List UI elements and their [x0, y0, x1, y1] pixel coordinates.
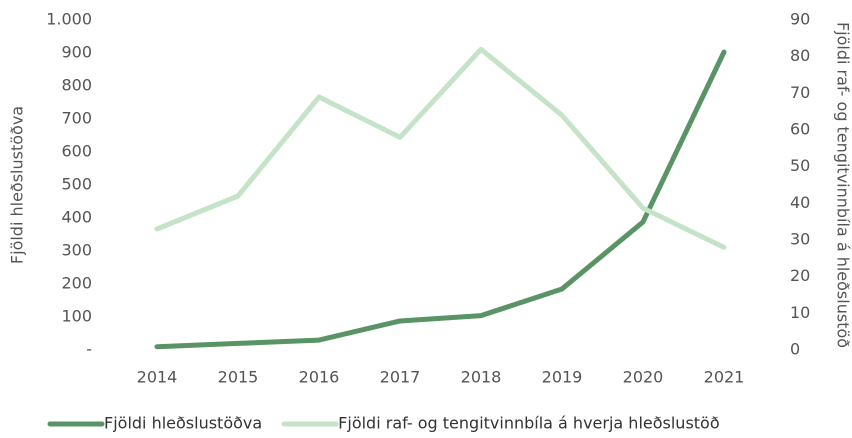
- x-tick-label: 2015: [218, 368, 259, 387]
- y-tick-label: 500: [61, 175, 92, 194]
- legend-label: Fjöldi hleðslustöðva: [104, 414, 262, 433]
- y-axis-label: Fjöldi hleðslustöðva: [8, 106, 27, 264]
- y2-tick-label: 20: [790, 266, 810, 285]
- y-tick-label: 400: [61, 208, 92, 227]
- x-tick-label: 2019: [542, 368, 583, 387]
- series-line: [154, 49, 727, 350]
- y2-tick-label: 70: [790, 83, 810, 102]
- y2-tick-label: 90: [790, 10, 810, 29]
- y2-tick-label: 30: [790, 230, 810, 249]
- y-tick-label: 800: [61, 76, 92, 95]
- y-tick-label: 300: [61, 241, 92, 260]
- x-tick-label: 2014: [137, 368, 178, 387]
- y-tick-label: 700: [61, 109, 92, 128]
- legend-label: Fjöldi raf- og tengitvinnbíla á hverja h…: [338, 414, 719, 433]
- y2-tick-label: 50: [790, 156, 810, 175]
- y-tick-label: -: [86, 340, 92, 359]
- y-tick-label: 900: [61, 43, 92, 62]
- y-tick-label: 600: [61, 142, 92, 161]
- x-tick-label: 2018: [461, 368, 502, 387]
- x-tick-label: 2020: [623, 368, 664, 387]
- x-tick-label: 2017: [380, 368, 421, 387]
- y-tick-label: 1.000: [46, 10, 92, 29]
- y-tick-label: 100: [61, 307, 92, 326]
- y2-tick-label: 0: [790, 340, 800, 359]
- y2-axis-label: Fjöldi raf- og tengitvinnbíla á hleðslus…: [834, 22, 852, 348]
- y2-tick-label: 10: [790, 303, 810, 322]
- legend: Fjöldi hleðslustöðva Fjöldi raf- og tengi…: [47, 414, 720, 433]
- series-line: [154, 46, 727, 250]
- y2-tick-label: 60: [790, 120, 810, 139]
- y2-tick-label: 40: [790, 193, 810, 212]
- y2-tick-label: 80: [790, 46, 810, 65]
- x-tick-label: 2016: [299, 368, 340, 387]
- y-tick-label: 200: [61, 274, 92, 293]
- x-tick-label: 2021: [704, 368, 745, 387]
